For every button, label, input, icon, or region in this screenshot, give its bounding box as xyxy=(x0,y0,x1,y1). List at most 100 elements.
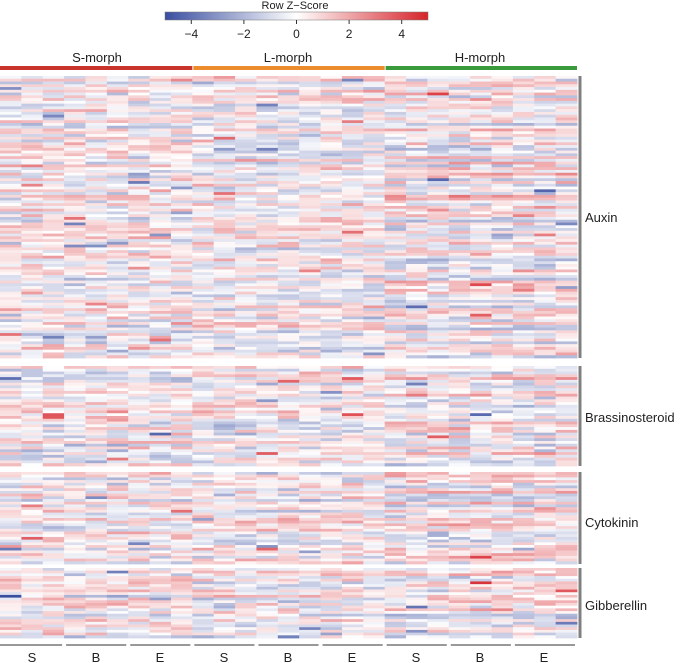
heatmap-cell xyxy=(149,286,172,290)
heatmap-cell xyxy=(192,368,215,372)
heatmap-cell xyxy=(299,156,321,160)
heatmap-cell xyxy=(128,446,150,450)
heatmap-cell xyxy=(213,523,236,527)
heatmap-cell xyxy=(320,542,343,546)
heatmap-cell xyxy=(277,189,300,193)
heatmap-cell xyxy=(0,258,22,262)
heatmap-cell xyxy=(64,283,86,287)
heatmap-cell xyxy=(192,504,215,508)
heatmap-cell xyxy=(341,594,364,599)
heatmap-cell xyxy=(299,266,321,270)
heatmap-cell xyxy=(277,404,300,409)
heatmap-cell xyxy=(384,443,407,447)
heatmap-cell xyxy=(256,344,279,348)
heatmap-cell xyxy=(320,275,343,279)
heatmap-cell xyxy=(512,247,535,251)
heatmap-cell xyxy=(235,255,257,259)
heatmap-cell xyxy=(42,134,65,138)
heatmap-cell xyxy=(491,377,514,381)
heatmap-cell xyxy=(512,186,535,190)
heatmap-cell xyxy=(213,581,236,585)
heatmap-cell xyxy=(555,584,578,588)
heatmap-cell xyxy=(384,297,407,301)
heatmap-cell xyxy=(555,523,578,527)
heatmap-cell xyxy=(406,244,428,248)
heatmap-cell xyxy=(555,247,578,251)
heatmap-cell xyxy=(235,454,257,459)
heatmap-cell xyxy=(256,294,279,298)
heatmap-cell xyxy=(42,523,65,527)
heatmap-cell xyxy=(106,578,129,582)
heatmap-cell xyxy=(170,313,193,317)
heatmap-cell xyxy=(0,385,22,389)
heatmap-cell xyxy=(406,167,428,171)
heatmap-cell xyxy=(149,558,172,562)
heatmap-cell xyxy=(555,570,578,574)
heatmap-cell xyxy=(149,302,172,306)
heatmap-cell xyxy=(149,272,172,276)
heatmap-cell xyxy=(42,311,65,315)
heatmap-cell xyxy=(363,421,386,425)
heatmap-cell xyxy=(406,261,428,265)
heatmap-cell xyxy=(406,407,428,411)
heatmap-cell xyxy=(512,316,535,320)
heatmap-cell xyxy=(277,413,300,417)
heatmap-cell xyxy=(85,509,108,513)
heatmap-cell xyxy=(299,438,321,442)
heatmap-cell xyxy=(555,474,578,478)
heatmap-cell xyxy=(21,547,44,551)
heatmap-cell xyxy=(277,98,300,102)
heatmap-cell xyxy=(213,145,236,149)
heatmap-cell xyxy=(512,103,535,107)
heatmap-cell xyxy=(470,349,492,353)
heatmap-cell xyxy=(299,241,321,246)
heatmap-cell xyxy=(384,441,407,445)
heatmap-cell xyxy=(170,299,193,304)
heatmap-cell xyxy=(427,568,450,572)
heatmap-cell xyxy=(470,313,492,317)
heatmap-cell xyxy=(21,189,44,193)
heatmap-cell xyxy=(85,427,108,431)
heatmap-cell xyxy=(21,241,44,246)
heatmap-cell xyxy=(406,454,428,459)
heatmap-cell xyxy=(341,418,364,422)
heatmap-cell xyxy=(235,272,257,276)
heatmap-cell xyxy=(470,429,492,434)
heatmap-cell xyxy=(491,203,514,207)
heatmap-cell xyxy=(384,558,407,562)
heatmap-cell xyxy=(299,338,321,342)
heatmap-cell xyxy=(555,189,578,193)
heatmap-cell xyxy=(0,313,22,317)
heatmap-cell xyxy=(213,570,236,574)
heatmap-cell xyxy=(192,239,215,243)
heatmap-cell xyxy=(106,490,129,495)
heatmap-cell xyxy=(128,283,150,287)
heatmap-cell xyxy=(21,534,44,538)
heatmap-cell xyxy=(320,435,343,439)
heatmap-cell xyxy=(320,558,343,562)
heatmap-cell xyxy=(149,452,172,456)
heatmap-cell xyxy=(470,244,492,248)
heatmap-cell xyxy=(128,561,150,565)
heatmap-cell xyxy=(106,239,129,243)
heatmap-cell xyxy=(192,341,215,345)
heatmap-cell xyxy=(470,550,492,554)
heatmap-cell xyxy=(192,214,215,218)
heatmap-cell xyxy=(256,269,279,273)
heatmap-cell xyxy=(21,333,44,337)
heatmap-cell xyxy=(512,261,535,265)
heatmap-cell xyxy=(192,443,215,447)
heatmap-cell xyxy=(192,474,215,478)
heatmap-cell xyxy=(277,183,300,187)
heatmap-cell xyxy=(170,474,193,478)
heatmap-cell xyxy=(128,534,150,538)
heatmap-cell xyxy=(427,161,450,165)
heatmap-cell xyxy=(534,330,557,334)
heatmap-cell xyxy=(277,327,300,331)
heatmap-cell xyxy=(512,139,535,143)
heatmap-cell xyxy=(534,460,557,464)
heatmap-cell xyxy=(106,161,129,165)
heatmap-cell xyxy=(491,438,514,442)
heatmap-cell xyxy=(277,111,300,116)
heatmap-cell xyxy=(192,594,215,599)
